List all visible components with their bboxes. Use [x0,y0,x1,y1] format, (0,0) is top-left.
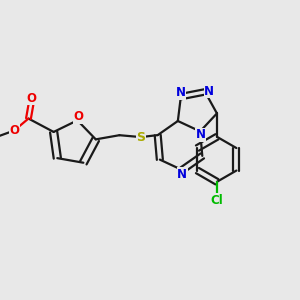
Text: N: N [196,128,206,142]
Text: O: O [74,110,84,123]
Text: O: O [9,124,19,137]
Text: N: N [176,86,186,100]
Text: S: S [136,131,146,144]
Text: N: N [177,168,187,181]
Text: N: N [204,85,214,98]
Text: Cl: Cl [211,194,223,207]
Text: O: O [26,92,36,105]
